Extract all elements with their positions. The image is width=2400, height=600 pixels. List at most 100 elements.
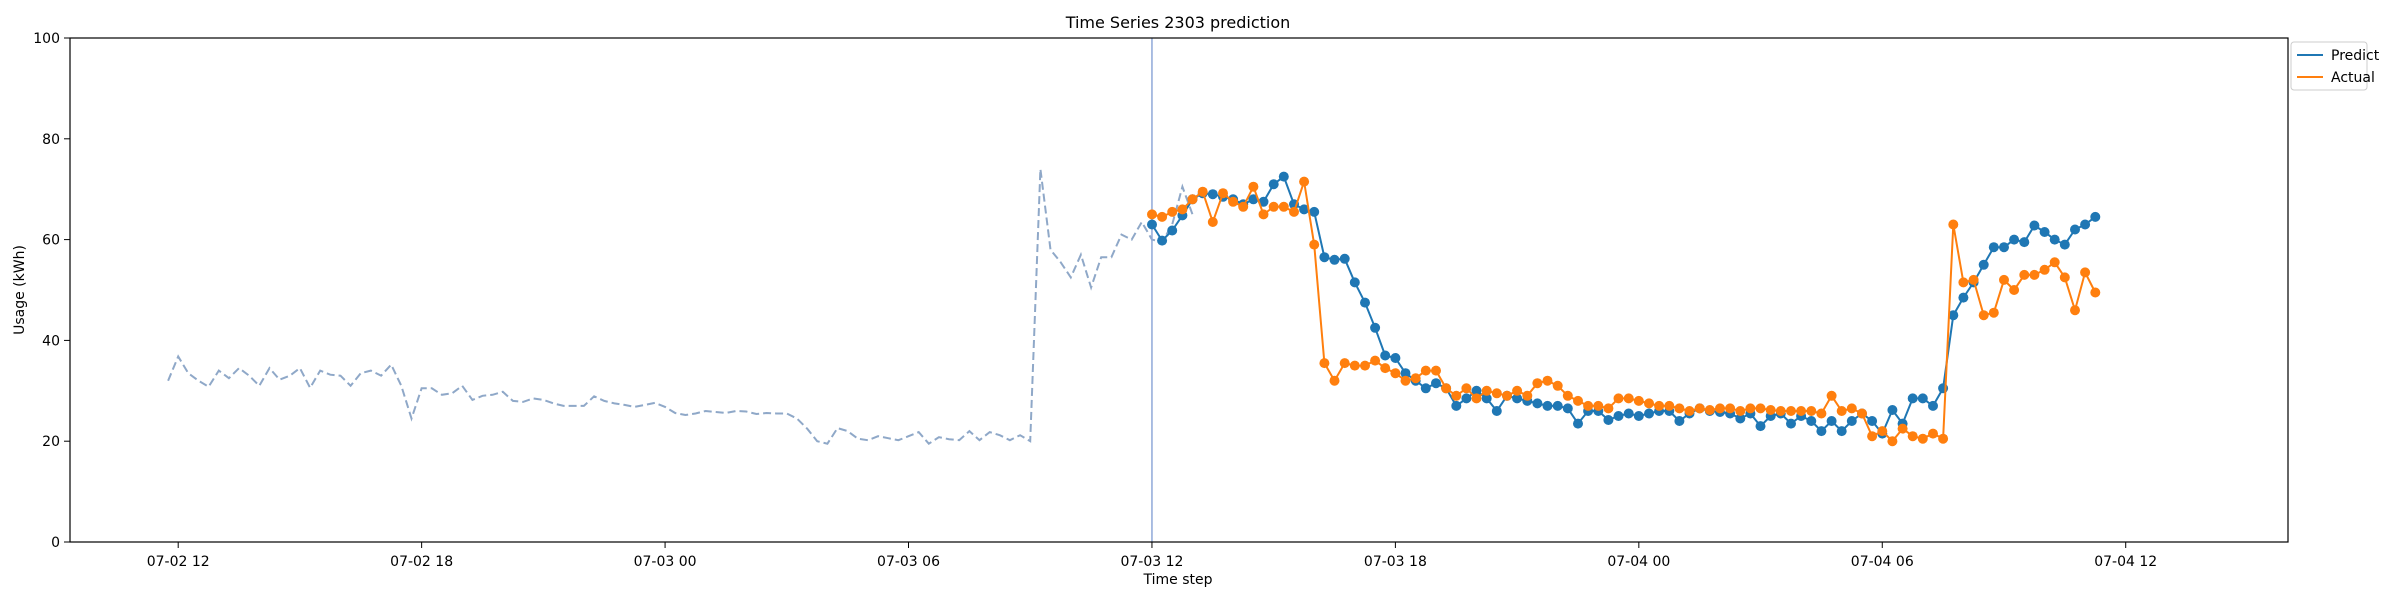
actual-point-5 xyxy=(1197,186,1208,197)
actual-point-10 xyxy=(1248,181,1259,192)
actual-point-61 xyxy=(1765,405,1776,415)
predict-point-66 xyxy=(1816,426,1827,437)
actual-line xyxy=(1151,181,2097,443)
predict-point-92 xyxy=(2080,219,2091,230)
predict-point-28 xyxy=(1431,378,1441,389)
predict-point-6 xyxy=(1207,189,1218,200)
x-tick-label-8: 07-04 12 xyxy=(2094,554,2157,570)
actual-point-76 xyxy=(1917,433,1928,444)
actual-point-19 xyxy=(1339,358,1350,369)
y-axis: 0 20 40 60 80 100 xyxy=(33,31,70,551)
actual-point-53 xyxy=(1684,406,1695,416)
predict-point-38 xyxy=(1532,398,1543,409)
actual-point-78 xyxy=(1938,433,1949,444)
actual-point-15 xyxy=(1299,176,1310,187)
predict-point-13 xyxy=(1278,171,1289,182)
actual-point-40 xyxy=(1552,380,1563,391)
actual-point-55 xyxy=(1704,405,1715,415)
actual-point-39 xyxy=(1542,375,1553,386)
actual-point-32 xyxy=(1471,393,1482,404)
actual-point-26 xyxy=(1410,373,1421,384)
predict-point-67 xyxy=(1826,416,1837,426)
predict-point-15 xyxy=(1299,204,1310,215)
predict-point-18 xyxy=(1329,254,1340,265)
x-axis: 07-02 12 07-02 18 07-03 00 07-03 06 07-03 12… xyxy=(147,542,2157,570)
actual-point-44 xyxy=(1593,400,1604,411)
history-line xyxy=(167,168,1194,446)
actual-point-20 xyxy=(1349,360,1360,371)
x-tick-label-4: 07-03 12 xyxy=(1120,554,1183,570)
actual-point-27 xyxy=(1420,365,1431,376)
actual-point-80 xyxy=(1958,277,1969,288)
actual-point-48 xyxy=(1633,395,1644,406)
actual-point-36 xyxy=(1512,385,1523,396)
actual-point-69 xyxy=(1846,403,1857,414)
predict-point-80 xyxy=(1958,292,1969,303)
actual-point-37 xyxy=(1522,390,1533,401)
actual-point-25 xyxy=(1400,375,1411,386)
predict-point-46 xyxy=(1613,411,1624,421)
y-axis-label: Usage (kWh) xyxy=(12,245,28,335)
actual-point-6 xyxy=(1207,217,1218,227)
predict-point-32 xyxy=(1471,385,1482,396)
predict-point-79 xyxy=(1948,310,1959,321)
predict-point-2 xyxy=(1167,225,1178,236)
actual-point-70 xyxy=(1857,408,1867,419)
legend: Predict Actual xyxy=(2290,41,2380,91)
x-tick-label-0: 07-02 12 xyxy=(147,554,210,570)
actual-point-75 xyxy=(1907,431,1918,442)
actual-point-23 xyxy=(1380,363,1391,374)
x-axis-label: Time step xyxy=(1143,572,1213,588)
y-tick-label-5: 100 xyxy=(33,31,60,47)
predict-point-23 xyxy=(1380,350,1391,361)
predict-point-71 xyxy=(1867,416,1878,426)
actual-point-11 xyxy=(1258,209,1269,220)
predict-point-33 xyxy=(1481,393,1492,404)
actual-point-62 xyxy=(1775,406,1786,416)
actual-point-41 xyxy=(1562,390,1573,401)
actual-point-45 xyxy=(1603,403,1614,414)
actual-point-24 xyxy=(1390,368,1401,379)
predict-point-84 xyxy=(1999,242,2009,253)
predict-point-52 xyxy=(1674,416,1685,426)
actual-point-85 xyxy=(2009,285,2020,295)
actual-point-58 xyxy=(1735,406,1746,416)
actual-point-34 xyxy=(1491,388,1502,399)
predict-point-11 xyxy=(1258,196,1269,207)
actual-point-7 xyxy=(1218,188,1228,199)
actual-point-77 xyxy=(1928,428,1938,439)
x-tick-label-3: 07-03 06 xyxy=(877,554,940,570)
predict-point-20 xyxy=(1349,277,1360,288)
actual-point-59 xyxy=(1745,403,1756,414)
predict-point-39 xyxy=(1542,400,1553,411)
actual-point-52 xyxy=(1674,403,1685,414)
predict-point-91 xyxy=(2070,224,2080,235)
predict-point-17 xyxy=(1319,252,1330,263)
predict-point-88 xyxy=(2039,227,2050,237)
predict-point-77 xyxy=(1928,400,1938,411)
actual-point-89 xyxy=(2049,257,2060,268)
x-tick-label-5: 07-03 18 xyxy=(1364,554,1427,570)
actual-point-1 xyxy=(1157,211,1168,222)
x-tick-label-2: 07-03 00 xyxy=(634,554,697,570)
predict-point-73 xyxy=(1887,405,1898,415)
actual-point-65 xyxy=(1806,406,1817,416)
actual-point-30 xyxy=(1451,390,1462,401)
actual-point-90 xyxy=(2059,272,2070,283)
actual-point-42 xyxy=(1573,395,1583,406)
legend-predict-label: Predict xyxy=(2331,48,2380,64)
predict-point-19 xyxy=(1339,253,1350,264)
actual-point-93 xyxy=(2090,287,2101,298)
y-tick-label-0: 0 xyxy=(51,535,60,551)
predict-point-12 xyxy=(1268,179,1279,190)
x-tick-label-1: 07-02 18 xyxy=(390,554,453,570)
actual-point-38 xyxy=(1532,378,1543,389)
actual-point-73 xyxy=(1887,436,1898,447)
actual-point-68 xyxy=(1836,406,1847,416)
actual-point-8 xyxy=(1228,196,1239,207)
predict-point-83 xyxy=(1988,242,1999,253)
predict-point-89 xyxy=(2049,234,2060,245)
predict-point-16 xyxy=(1309,206,1320,217)
